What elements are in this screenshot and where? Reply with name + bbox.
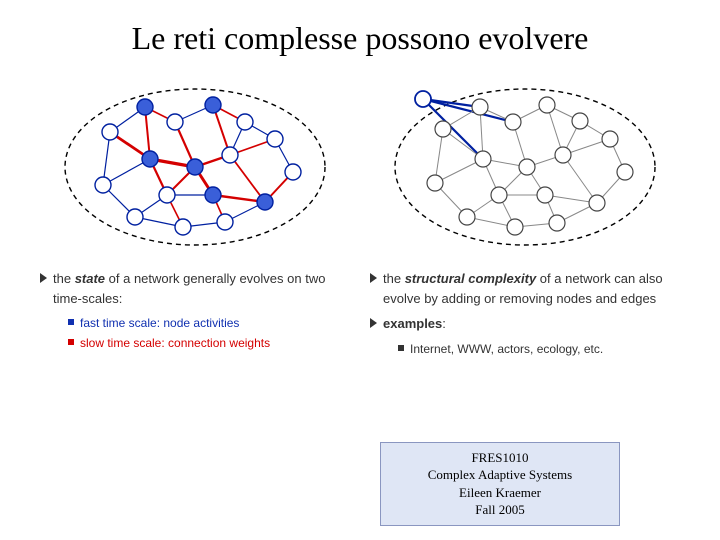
bullet-text: the state of a network generally evolves…	[53, 269, 350, 308]
square-bullet-icon	[398, 345, 404, 351]
right-diagram-wrap	[370, 77, 680, 257]
credit-line: Complex Adaptive Systems	[385, 466, 615, 484]
subbullet-text: fast time scale: node activities	[80, 314, 350, 332]
bullet-sub: fast time scale: node activities	[68, 314, 350, 332]
bullet-text: the structural complexity of a network c…	[383, 269, 680, 308]
credit-box: FRES1010Complex Adaptive SystemsEileen K…	[380, 442, 620, 526]
bullet-main: the structural complexity of a network c…	[370, 269, 680, 308]
right-column: the structural complexity of a network c…	[370, 77, 680, 360]
bullet-main: the state of a network generally evolves…	[40, 269, 350, 308]
credit-line: FRES1010	[385, 449, 615, 467]
credit-line: Eileen Kraemer	[385, 484, 615, 502]
credit-line: Fall 2005	[385, 501, 615, 519]
square-bullet-icon	[68, 319, 74, 325]
right-bullets: the structural complexity of a network c…	[370, 269, 680, 358]
bullet-sub: slow time scale: connection weights	[68, 334, 350, 352]
bullet-sub: Internet, WWW, actors, ecology, etc.	[398, 340, 680, 358]
left-bullets: the state of a network generally evolves…	[40, 269, 350, 352]
subbullet-text: slow time scale: connection weights	[80, 334, 350, 352]
left-diagram-wrap	[40, 77, 350, 257]
right-network-diagram	[385, 77, 665, 257]
triangle-bullet-icon	[370, 318, 377, 328]
square-bullet-icon	[68, 339, 74, 345]
triangle-bullet-icon	[370, 273, 377, 283]
triangle-bullet-icon	[40, 273, 47, 283]
left-network-diagram	[55, 77, 335, 257]
bullet-text: examples:	[383, 314, 680, 334]
left-column: the state of a network generally evolves…	[40, 77, 350, 360]
subbullet-text: Internet, WWW, actors, ecology, etc.	[410, 340, 680, 358]
columns: the state of a network generally evolves…	[0, 57, 720, 360]
page-title: Le reti complesse possono evolvere	[0, 0, 720, 57]
bullet-main: examples:	[370, 314, 680, 334]
